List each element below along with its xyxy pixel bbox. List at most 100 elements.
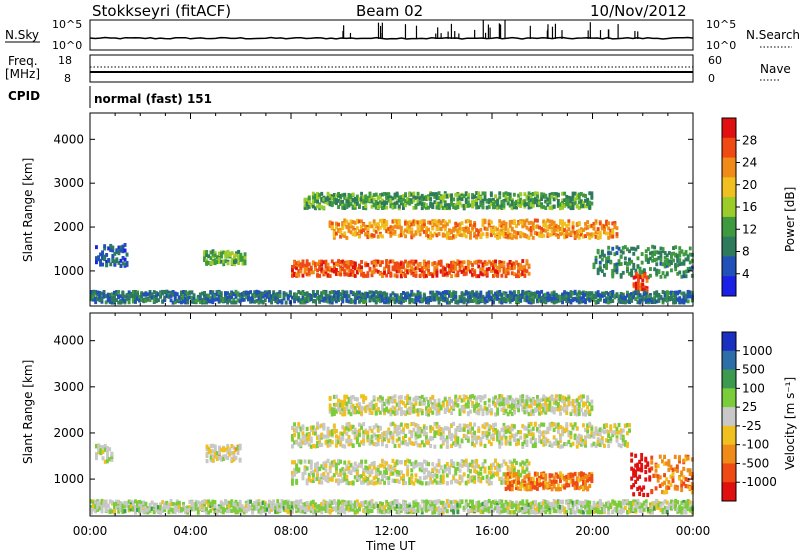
- heatmap-cell: [148, 298, 152, 303]
- heatmap-cell: [305, 297, 309, 302]
- heatmap-cell: [220, 251, 223, 256]
- heatmap-cell: [239, 254, 243, 259]
- heatmap-cell: [364, 197, 368, 202]
- heatmap-cell: [374, 205, 378, 210]
- heatmap-cell: [343, 460, 347, 465]
- heatmap-cell: [337, 271, 340, 276]
- heatmap-cell: [383, 223, 386, 228]
- heatmap-cell: [393, 264, 397, 269]
- heatmap-cell: [372, 291, 376, 296]
- heatmap-cell: [429, 295, 433, 300]
- heatmap-cell: [471, 292, 474, 297]
- heatmap-cell: [385, 273, 389, 278]
- heatmap-cell: [416, 423, 420, 429]
- heatmap-cell: [479, 233, 483, 238]
- heatmap-cell: [429, 480, 433, 485]
- heatmap-cell: [314, 206, 317, 211]
- heatmap-cell: [364, 459, 368, 464]
- heatmap-cell: [527, 205, 531, 210]
- heatmap-cell: [378, 260, 382, 265]
- heatmap-cell: [337, 263, 340, 267]
- heatmap-cell: [554, 227, 558, 232]
- heatmap-cell: [611, 228, 615, 232]
- heatmap-cell: [443, 225, 447, 230]
- heatmap-cell: [372, 219, 376, 224]
- heatmap-cell: [376, 293, 380, 298]
- heatmap-cell: [567, 204, 571, 209]
- heatmap-cell: [533, 200, 537, 205]
- heatmap-cell: [435, 196, 439, 201]
- heatmap-cell: [332, 234, 336, 238]
- heatmap-cell: [420, 465, 424, 470]
- heatmap-cell: [649, 256, 652, 261]
- heatmap-cell: [659, 257, 663, 262]
- heatmap-cell: [387, 260, 391, 265]
- heatmap-cell: [265, 291, 269, 296]
- heatmap-cell: [441, 480, 445, 485]
- heatmap-cell: [452, 441, 456, 446]
- heatmap-cell: [454, 290, 458, 295]
- heatmap-cell: [542, 223, 546, 227]
- heatmap-cell: [237, 261, 241, 265]
- heatmap-cell: [422, 295, 426, 299]
- heatmap-cell: [218, 260, 221, 265]
- heatmap-cell: [418, 220, 422, 224]
- heatmap-cell: [314, 468, 317, 473]
- heatmap-cell: [584, 292, 587, 297]
- heatmap-cell: [489, 481, 493, 486]
- heatmap-cell: [670, 268, 673, 273]
- heatmap-cell: [422, 222, 426, 227]
- heatmap-cell: [642, 268, 646, 273]
- heatmap-cell: [391, 466, 395, 471]
- heatmap-cell: [521, 224, 525, 229]
- heatmap-cell: [542, 228, 546, 233]
- heatmap-cell: [311, 425, 315, 430]
- heatmap-cell: [542, 294, 546, 299]
- heatmap-cell: [324, 198, 328, 202]
- heatmap-cell: [343, 196, 347, 200]
- heatmap-cell: [420, 272, 424, 277]
- heatmap-cell: [552, 435, 556, 440]
- heatmap-cell: [433, 269, 437, 273]
- heatmap-cell: [448, 427, 451, 432]
- power-xaxis-ticks: [89, 113, 694, 306]
- heatmap-cell: [305, 272, 309, 277]
- heatmap-cell: [291, 470, 294, 475]
- heatmap-cell: [477, 205, 481, 210]
- heatmap-cell: [628, 249, 631, 254]
- heatmap-cell: [339, 265, 343, 270]
- heatmap-cell: [456, 223, 460, 228]
- heatmap-cell: [487, 290, 491, 295]
- heatmap-cell: [297, 442, 301, 447]
- heatmap-cell: [284, 300, 288, 305]
- heatmap-cell: [443, 272, 447, 277]
- heatmap-cell: [481, 462, 485, 467]
- heatmap-cell: [140, 294, 144, 299]
- heatmap-cell: [471, 200, 474, 204]
- heatmap-cell: [381, 198, 384, 203]
- heatmap-cell: [360, 191, 363, 196]
- heatmap-cell: [370, 290, 374, 295]
- heatmap-cell: [431, 262, 435, 267]
- heatmap-cell: [157, 298, 160, 303]
- heatmap-cell: [378, 218, 382, 223]
- heatmap-cell: [282, 294, 286, 299]
- heatmap-cell: [351, 430, 355, 435]
- heatmap-cell: [546, 296, 550, 301]
- heatmap-cell: [471, 299, 474, 303]
- heatmap-cell: [320, 191, 324, 196]
- heatmap-cell: [510, 291, 514, 296]
- heatmap-cell: [328, 462, 332, 467]
- heatmap-cell: [473, 479, 477, 484]
- heatmap-cell: [134, 297, 137, 301]
- heatmap-cell: [636, 264, 640, 269]
- heatmap-cell: [397, 233, 401, 238]
- heatmap-cell: [665, 261, 669, 266]
- heatmap-cell: [613, 265, 617, 270]
- heatmap-cell: [309, 439, 313, 444]
- heatmap-cell: [481, 475, 485, 480]
- heatmap-cell: [286, 294, 290, 299]
- heatmap-cell: [519, 197, 523, 202]
- heatmap-cell: [517, 300, 520, 305]
- heatmap-cell: [404, 461, 407, 466]
